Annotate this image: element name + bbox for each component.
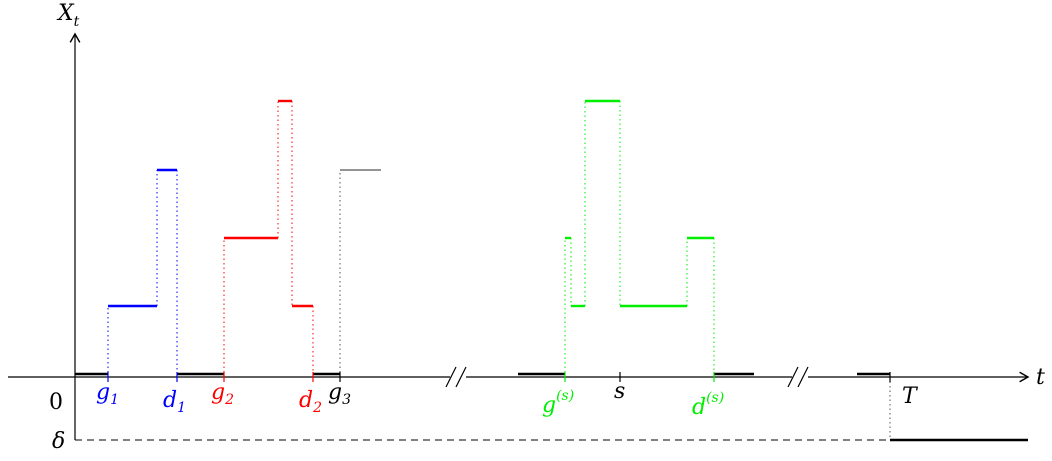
tick-label-g1: g1 bbox=[96, 380, 119, 408]
tick-label-d2: d2 bbox=[299, 388, 322, 416]
tick-marks bbox=[107, 372, 891, 382]
tick-label-d1: d1 bbox=[163, 388, 186, 416]
delta-label: δ bbox=[52, 429, 65, 454]
excursion-s-green bbox=[564, 99, 715, 377]
x-axis-label: t bbox=[1036, 365, 1045, 390]
origin-label: 0 bbox=[49, 390, 63, 415]
tick-label-ds: d(s) bbox=[692, 390, 724, 420]
axis-break-2 bbox=[787, 366, 809, 388]
y-axis-label: Xt bbox=[56, 1, 80, 30]
tick-label-T: T bbox=[902, 384, 919, 409]
axis-break-1 bbox=[445, 366, 467, 388]
excursion-1-blue bbox=[107, 168, 178, 377]
excursion-3-start bbox=[339, 169, 381, 377]
tick-label-s: s bbox=[614, 379, 625, 404]
excursion-2-red bbox=[223, 99, 314, 377]
tick-label-g3: g3 bbox=[328, 380, 351, 408]
tick-label-g2: g2 bbox=[211, 380, 234, 408]
tick-label-gs: g(s) bbox=[542, 388, 574, 418]
